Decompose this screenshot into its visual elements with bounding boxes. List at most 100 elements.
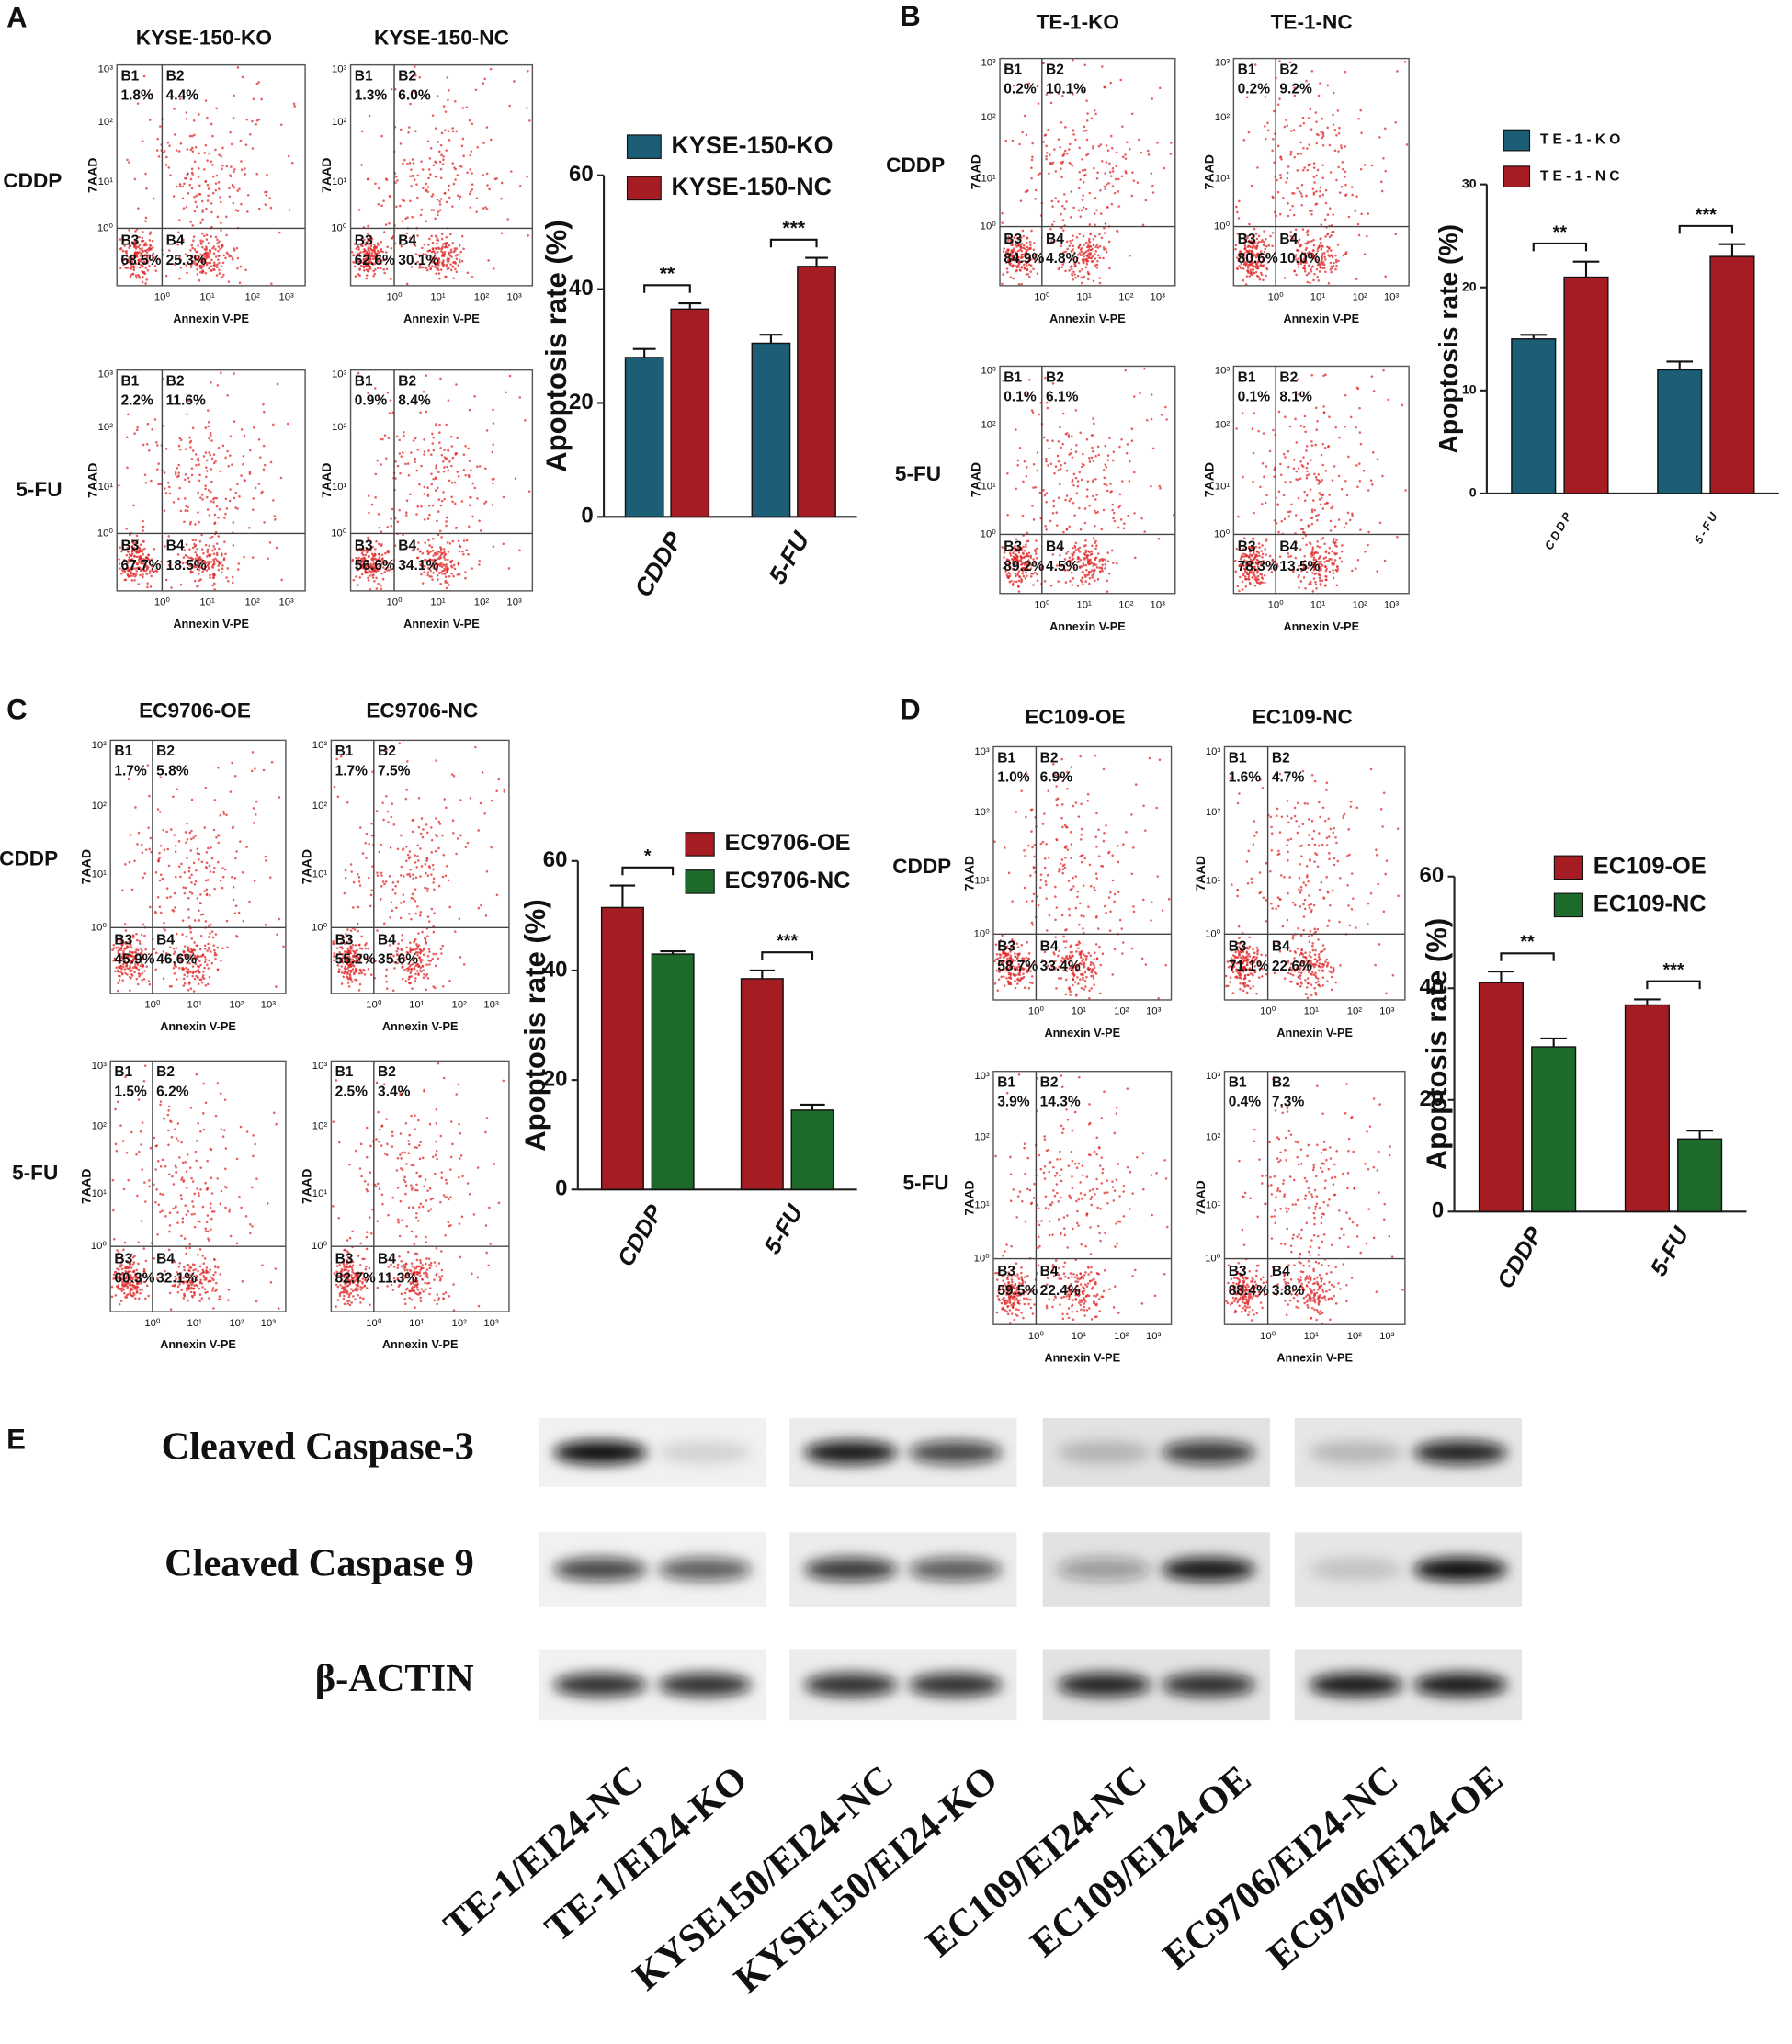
event-dot <box>1095 177 1099 180</box>
event-dot <box>1292 459 1296 461</box>
event-dot <box>203 966 206 970</box>
event-dot <box>142 539 145 543</box>
event-dot <box>1057 469 1060 471</box>
event-dot <box>426 517 430 520</box>
event-dot <box>1265 267 1269 271</box>
event-dot <box>234 209 238 211</box>
event-dot <box>1023 549 1026 552</box>
event-dot <box>1318 270 1321 273</box>
event-dot <box>186 148 189 151</box>
event-dot <box>1289 554 1293 558</box>
event-dot <box>257 438 261 441</box>
event-dot <box>1087 243 1090 245</box>
event-dot <box>156 468 159 471</box>
event-dot <box>156 895 160 899</box>
event-dot <box>117 974 120 977</box>
event-dot <box>1073 273 1076 276</box>
event-dot <box>215 174 219 177</box>
event-dot <box>226 946 229 949</box>
event-dot <box>208 261 210 265</box>
event-dot <box>187 480 191 483</box>
event-dot <box>431 247 435 250</box>
event-dot <box>130 888 134 891</box>
event-dot <box>399 128 403 131</box>
plot-frame <box>116 63 306 287</box>
event-dot <box>1076 547 1080 551</box>
event-dot <box>447 98 449 102</box>
event-dot <box>188 183 192 187</box>
event-dot <box>406 760 409 763</box>
event-dot <box>433 912 436 914</box>
event-dot <box>123 968 127 971</box>
event-dot <box>199 935 203 937</box>
event-dot <box>384 880 388 883</box>
event-dot <box>146 268 150 272</box>
event-dot <box>399 142 403 145</box>
event-dot <box>150 479 153 483</box>
event-dot <box>219 813 222 817</box>
event-dot <box>443 253 447 255</box>
event-dot <box>212 870 215 874</box>
event-dot <box>225 919 229 923</box>
event-dot <box>1124 153 1127 156</box>
event-dot <box>212 264 216 267</box>
event-dot <box>1054 197 1057 199</box>
event-dot <box>221 567 224 571</box>
event-dot <box>1112 517 1115 520</box>
event-dot <box>1287 465 1290 469</box>
flow-plot: B10.2%B29.2%B380.6%B410.0%10⁰10¹10²10³10… <box>1202 58 1410 325</box>
event-dot <box>442 158 445 162</box>
event-dot <box>1045 157 1048 161</box>
quadrant-name: B1 <box>1004 369 1022 385</box>
event-dot <box>142 140 144 143</box>
flow-plot: B10.1%B28.1%B378.3%B413.5%10⁰10¹10²10³10… <box>1202 365 1410 633</box>
event-dot <box>1381 474 1384 478</box>
event-dot <box>1099 189 1102 192</box>
event-dot <box>425 857 429 859</box>
quadrant-percent: 25.3% <box>166 253 207 268</box>
event-dot <box>1065 528 1069 531</box>
event-dot <box>350 250 354 254</box>
event-dot <box>357 248 360 251</box>
event-dot <box>211 549 214 552</box>
event-dot <box>431 504 435 507</box>
event-dot <box>440 255 444 257</box>
event-dot <box>1245 275 1249 278</box>
event-dot <box>125 252 128 255</box>
event-dot <box>448 244 451 247</box>
event-dot <box>431 549 435 552</box>
event-dot <box>207 967 210 970</box>
event-dot <box>120 971 124 975</box>
event-dot <box>215 496 219 500</box>
event-dot <box>1045 154 1048 158</box>
event-dot <box>218 272 221 275</box>
event-dot <box>491 450 493 454</box>
event-dot <box>210 434 212 437</box>
event-dot <box>142 74 146 78</box>
event-dot <box>1083 521 1087 525</box>
event-dot <box>1283 517 1287 521</box>
event-dot <box>445 516 448 519</box>
event-dot <box>416 174 419 177</box>
event-dot <box>1060 463 1063 467</box>
x-tick-label: 10² <box>474 292 490 303</box>
event-dot <box>196 205 198 209</box>
event-dot <box>144 948 147 951</box>
event-dot <box>1103 476 1106 480</box>
event-dot <box>1057 200 1060 203</box>
event-dot <box>1091 255 1094 258</box>
event-dot <box>211 936 215 939</box>
event-dot <box>1337 131 1341 135</box>
event-dot <box>423 438 425 441</box>
event-dot <box>253 880 256 882</box>
event-dot <box>1314 580 1317 584</box>
event-dot <box>1094 223 1096 226</box>
event-dot <box>1299 528 1303 531</box>
event-dot <box>1323 218 1327 221</box>
event-dot <box>1107 240 1111 244</box>
event-dot <box>207 942 210 946</box>
event-dot <box>147 449 151 452</box>
event-dot <box>441 243 445 245</box>
event-dot <box>1051 205 1054 208</box>
event-dot <box>432 209 436 211</box>
